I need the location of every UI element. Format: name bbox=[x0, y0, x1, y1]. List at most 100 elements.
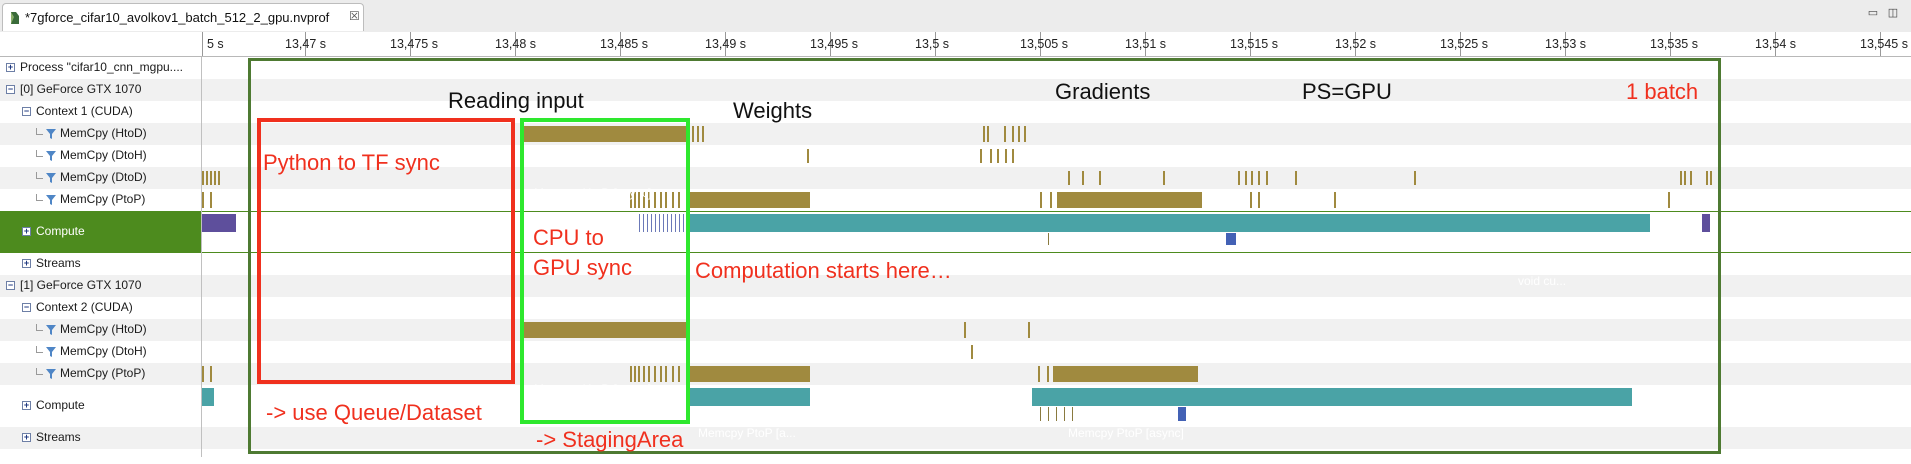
activity-tick[interactable] bbox=[643, 366, 645, 382]
timeline-area[interactable]: Memcpy HtoD [async] Memcpy PtoP [a... Me… bbox=[202, 57, 1911, 463]
activity-tick[interactable] bbox=[651, 214, 652, 232]
tree-row[interactable]: − Context 1 (CUDA) bbox=[0, 101, 1911, 123]
activity-tick[interactable] bbox=[697, 126, 699, 142]
activity-tick[interactable] bbox=[702, 126, 704, 142]
activity-tick[interactable] bbox=[654, 366, 656, 382]
close-tab-icon[interactable]: ☒ bbox=[349, 9, 360, 23]
time-ruler[interactable]: 5 s 13,47 s 13,475 s 13,48 s 13,485 s 13,49 s… bbox=[0, 32, 1911, 57]
compute-stream-block[interactable] bbox=[1178, 407, 1186, 421]
editor-tab[interactable]: *7gforce_cifar10_avolkov1_batch_512_2_gp… bbox=[2, 3, 364, 31]
activity-tick[interactable] bbox=[1040, 192, 1042, 208]
expand-icon[interactable]: + bbox=[6, 62, 15, 72]
activity-tick[interactable] bbox=[1012, 126, 1014, 142]
activity-tick[interactable] bbox=[638, 366, 640, 382]
tree-row[interactable]: MemCpy (DtoH) bbox=[0, 145, 1911, 167]
activity-tick[interactable] bbox=[1040, 407, 1041, 421]
activity-tick[interactable] bbox=[202, 366, 204, 382]
maximize-icon[interactable]: ◫ bbox=[1887, 7, 1899, 19]
minimize-icon[interactable]: ▭ bbox=[1867, 7, 1879, 19]
activity-tick[interactable] bbox=[1005, 149, 1007, 163]
expand-icon[interactable]: + bbox=[22, 432, 31, 442]
activity-tick[interactable] bbox=[971, 345, 973, 359]
memcpy-ptop-block-2a[interactable] bbox=[690, 366, 810, 382]
activity-tick[interactable] bbox=[692, 126, 694, 142]
activity-tick[interactable] bbox=[667, 214, 668, 232]
tree-row[interactable]: + Streams bbox=[0, 253, 1911, 275]
activity-tick[interactable] bbox=[1048, 407, 1049, 421]
compute-kernel-block[interactable] bbox=[202, 388, 214, 406]
memcpy-ptop-block-2b[interactable] bbox=[1053, 366, 1198, 382]
compute-stream-block[interactable] bbox=[1226, 233, 1236, 245]
activity-tick[interactable] bbox=[210, 366, 212, 382]
activity-tick[interactable] bbox=[202, 192, 204, 208]
tree-row[interactable]: + Process "cifar10_cnn_mgpu.... bbox=[0, 57, 1911, 79]
memcpy-ptop-block-1a[interactable] bbox=[690, 192, 810, 208]
activity-tick[interactable] bbox=[1334, 192, 1336, 208]
activity-tick[interactable] bbox=[634, 366, 636, 382]
activity-tick[interactable] bbox=[218, 171, 220, 185]
activity-tick[interactable] bbox=[202, 171, 204, 185]
activity-tick[interactable] bbox=[987, 126, 989, 142]
tree-row[interactable]: − Context 2 (CUDA) bbox=[0, 297, 1911, 319]
activity-tick[interactable] bbox=[1250, 192, 1252, 208]
activity-tick[interactable] bbox=[1038, 366, 1040, 382]
compute-kernel-block-2a[interactable] bbox=[690, 388, 810, 406]
compute-stream-tick[interactable] bbox=[1048, 233, 1049, 245]
tree-divider[interactable] bbox=[201, 57, 202, 457]
activity-tick[interactable] bbox=[1018, 126, 1020, 142]
tree-row[interactable]: − [0] GeForce GTX 1070 bbox=[0, 79, 1911, 101]
activity-tick[interactable] bbox=[634, 192, 636, 208]
activity-tick[interactable] bbox=[630, 192, 632, 208]
activity-tick[interactable] bbox=[1028, 322, 1030, 338]
activity-tick[interactable] bbox=[671, 214, 672, 232]
activity-tick[interactable] bbox=[683, 214, 684, 232]
activity-tick[interactable] bbox=[1680, 171, 1682, 185]
activity-tick[interactable] bbox=[1047, 366, 1049, 382]
expand-icon[interactable]: + bbox=[22, 258, 31, 268]
activity-tick[interactable] bbox=[990, 149, 992, 163]
activity-tick[interactable] bbox=[210, 192, 212, 208]
activity-tick[interactable] bbox=[997, 149, 999, 163]
activity-tick[interactable] bbox=[675, 214, 676, 232]
activity-tick[interactable] bbox=[639, 214, 640, 232]
memcpy-ptop-block-1b[interactable] bbox=[1057, 192, 1202, 208]
compute-kernel-block-1[interactable] bbox=[690, 214, 1650, 232]
compute-kernel-block-2b[interactable] bbox=[1032, 388, 1632, 406]
tree-row[interactable]: + Compute bbox=[0, 385, 1911, 427]
activity-tick[interactable] bbox=[1050, 192, 1052, 208]
collapse-icon[interactable]: − bbox=[22, 106, 31, 116]
activity-tick[interactable] bbox=[210, 171, 212, 185]
memcpy-htod-block-2[interactable] bbox=[522, 322, 688, 338]
activity-tick[interactable] bbox=[1024, 126, 1026, 142]
tree-row[interactable]: + Streams bbox=[0, 427, 1911, 449]
activity-tick[interactable] bbox=[654, 192, 656, 208]
activity-tick[interactable] bbox=[1266, 171, 1268, 185]
activity-tick[interactable] bbox=[672, 366, 674, 382]
activity-tick[interactable] bbox=[214, 171, 216, 185]
activity-tick[interactable] bbox=[983, 126, 985, 142]
activity-tick[interactable] bbox=[980, 149, 982, 163]
activity-tick[interactable] bbox=[1056, 407, 1057, 421]
activity-tick[interactable] bbox=[1238, 171, 1240, 185]
activity-tick[interactable] bbox=[665, 366, 667, 382]
compute-kernel-block[interactable] bbox=[202, 214, 236, 232]
activity-tick[interactable] bbox=[663, 214, 664, 232]
tree-row[interactable]: MemCpy (DtoH) bbox=[0, 341, 1911, 363]
activity-tick[interactable] bbox=[679, 214, 680, 232]
activity-tick[interactable] bbox=[1163, 171, 1165, 185]
activity-tick[interactable] bbox=[1295, 171, 1297, 185]
activity-tick[interactable] bbox=[660, 192, 662, 208]
activity-tick[interactable] bbox=[1251, 171, 1253, 185]
tree-row[interactable]: MemCpy (DtoD) bbox=[0, 167, 1911, 189]
activity-tick[interactable] bbox=[1258, 192, 1260, 208]
activity-tick[interactable] bbox=[660, 366, 662, 382]
activity-tick[interactable] bbox=[1012, 149, 1014, 163]
activity-tick[interactable] bbox=[630, 366, 632, 382]
tree-row[interactable]: MemCpy (PtoP) bbox=[0, 189, 1911, 211]
activity-tick[interactable] bbox=[678, 192, 680, 208]
memcpy-htod-block-1[interactable] bbox=[522, 126, 688, 142]
activity-tick[interactable] bbox=[648, 192, 650, 208]
activity-tick[interactable] bbox=[643, 192, 645, 208]
activity-tick[interactable] bbox=[665, 192, 667, 208]
activity-tick[interactable] bbox=[1099, 171, 1101, 185]
